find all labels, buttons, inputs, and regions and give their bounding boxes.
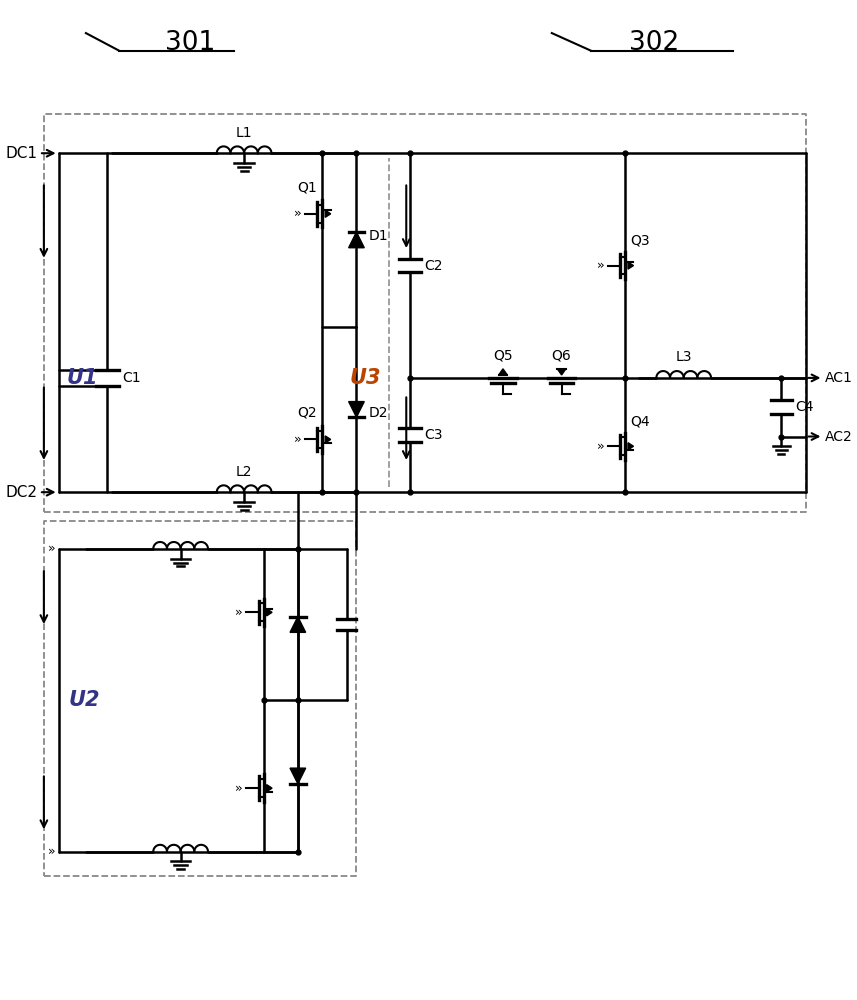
Text: Q6: Q6 [552,348,572,362]
Polygon shape [499,369,507,375]
Text: D1: D1 [369,229,388,243]
Text: L1: L1 [236,126,253,140]
Text: »: » [48,845,56,858]
Text: »: » [294,207,301,220]
Text: Q1: Q1 [297,180,316,194]
Text: U1: U1 [66,368,98,388]
Text: 302: 302 [629,30,680,56]
Text: C3: C3 [424,428,442,442]
Polygon shape [349,232,364,248]
Text: C1: C1 [122,371,141,385]
Polygon shape [628,262,633,269]
Text: »: » [294,433,301,446]
Text: »: » [235,782,243,795]
Polygon shape [557,369,566,375]
Polygon shape [290,768,306,784]
Text: DC1: DC1 [5,146,37,161]
Text: L2: L2 [236,465,252,479]
Text: Q3: Q3 [630,234,650,248]
Text: 301: 301 [165,30,215,56]
Polygon shape [290,617,306,632]
Text: »: » [235,606,243,619]
Polygon shape [325,210,331,217]
Text: L3: L3 [675,350,692,364]
Text: Q4: Q4 [630,415,650,429]
Text: D2: D2 [369,406,387,420]
Text: U3: U3 [350,368,381,388]
Text: C4: C4 [795,400,813,414]
Polygon shape [267,785,272,792]
Text: DC2: DC2 [5,485,37,500]
Text: AC2: AC2 [825,430,853,444]
Text: »: » [596,259,604,272]
Text: C2: C2 [424,259,442,273]
Text: Q2: Q2 [297,406,316,420]
Text: U2: U2 [69,690,99,710]
Text: »: » [596,440,604,453]
Polygon shape [349,402,364,417]
Text: »: » [48,542,56,555]
Polygon shape [628,443,633,450]
Polygon shape [325,436,331,443]
Text: AC1: AC1 [825,371,854,385]
Polygon shape [267,609,272,616]
Text: Q5: Q5 [493,348,512,362]
